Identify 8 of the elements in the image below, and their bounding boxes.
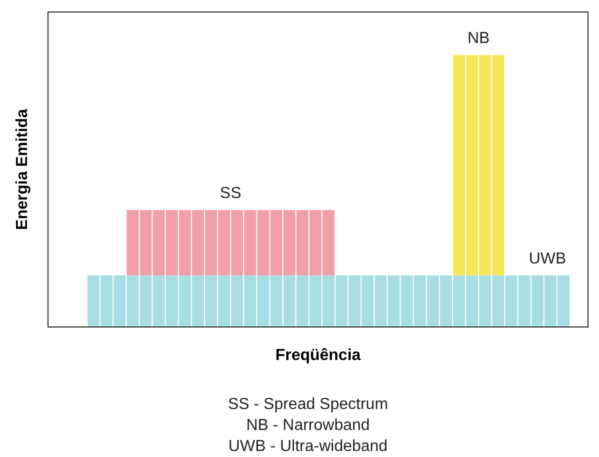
text: SS - Spread Spectrum — [228, 396, 388, 413]
y-axis-title: Energia Emitida — [14, 108, 31, 230]
text: UWB - Ultra-wideband — [228, 438, 388, 455]
series-label: NB — [468, 30, 490, 47]
series-label: SS — [220, 185, 242, 202]
text: NB - Narrowband — [246, 417, 370, 434]
series-label: UWB — [528, 250, 566, 268]
x-axis-title: Freqüência — [275, 347, 361, 364]
